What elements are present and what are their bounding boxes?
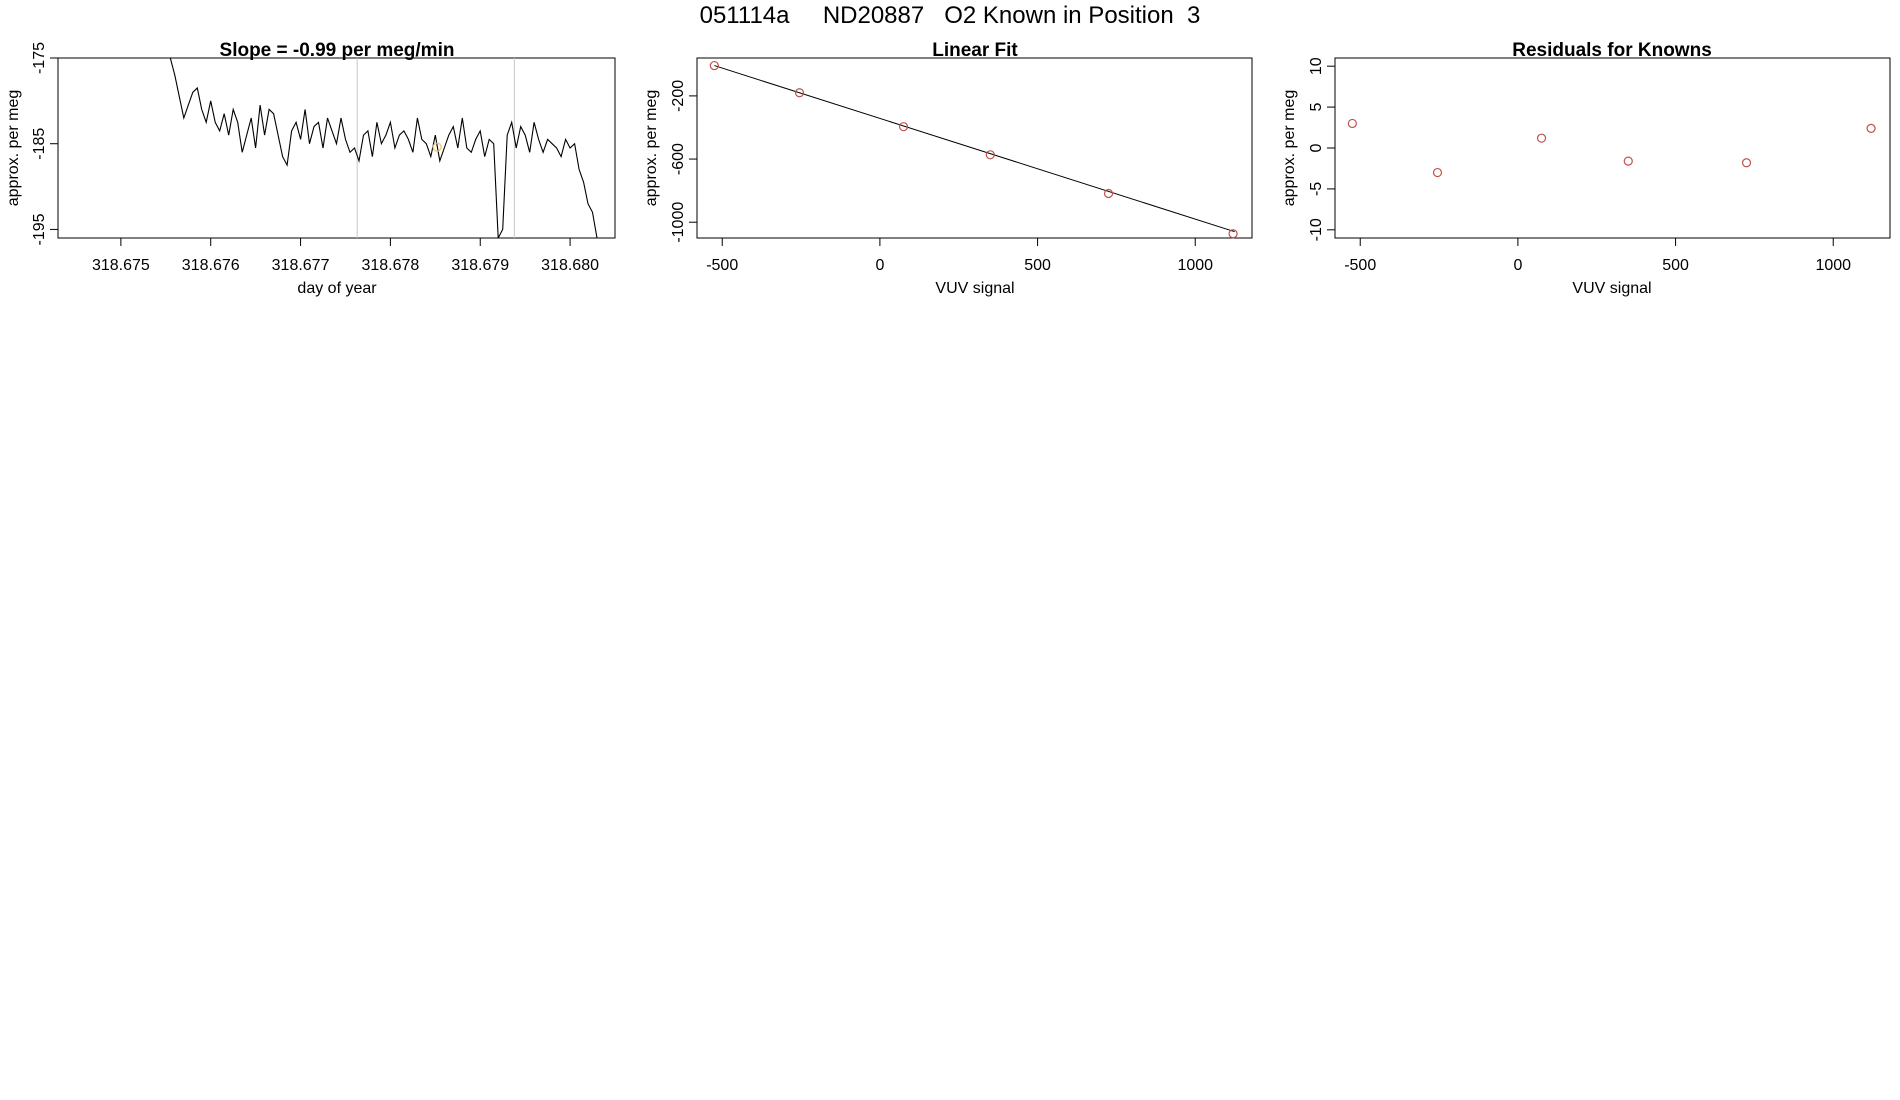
x-tick-label: 0 — [1513, 257, 1522, 274]
x-tick-label: 318.677 — [272, 257, 330, 274]
data-point — [709, 60, 719, 71]
x-tick-label: -500 — [1344, 257, 1376, 274]
data-point — [794, 88, 805, 98]
fit-line — [714, 65, 1235, 233]
residual-point — [1347, 118, 1357, 129]
series-line — [169, 58, 598, 238]
y-tick-label: 0 — [1308, 143, 1325, 152]
panel-title: Residuals for Knowns — [1512, 40, 1712, 61]
x-axis-label: VUV signal — [1572, 280, 1651, 297]
x-axis-label: VUV signal — [935, 280, 1014, 297]
plot-frame — [57, 57, 616, 239]
page-title: 051114a ND20887 O2 Known in Position 3 — [699, 2, 1201, 29]
panel-slope: Slope = -0.99 per meg/min day of year ap… — [5, 40, 616, 297]
x-tick-label: 318.678 — [361, 257, 419, 274]
y-tick-label: -5 — [1308, 182, 1325, 196]
residual-point — [1432, 167, 1443, 178]
x-tick-label: 318.680 — [541, 257, 599, 274]
residual-point — [1623, 156, 1633, 166]
x-tick-label: 318.676 — [182, 257, 240, 274]
panel-title: Slope = -0.99 per meg/min — [220, 40, 455, 61]
x-tick-label: 1000 — [1815, 257, 1851, 274]
highlight-point — [432, 142, 442, 152]
panel-title: Linear Fit — [932, 40, 1018, 61]
residual-point — [1741, 158, 1752, 168]
y-tick-label: -195 — [31, 213, 48, 245]
y-tick-label: -175 — [31, 42, 48, 74]
data-point — [1228, 229, 1238, 239]
y-tick-label: 10 — [1308, 57, 1325, 75]
y-tick-label: -185 — [31, 128, 48, 160]
y-axis-label: approx. per meg — [1281, 90, 1298, 207]
y-axis-label: approx. per meg — [643, 90, 660, 207]
panel-linear-fit: Linear Fit VUV signal approx. per meg -5… — [643, 40, 1253, 297]
data-point — [898, 122, 909, 132]
x-axis-label: day of year — [297, 280, 377, 297]
x-tick-label: 318.679 — [451, 257, 509, 274]
plot-frame — [1334, 57, 1891, 239]
residual-point — [1536, 133, 1547, 143]
y-tick-label: -10 — [1308, 218, 1325, 241]
residual-point — [1866, 123, 1876, 133]
x-tick-label: 0 — [875, 257, 884, 274]
x-tick-label: 318.675 — [92, 257, 150, 274]
y-tick-label: -1000 — [670, 202, 687, 243]
y-tick-label: -200 — [670, 80, 687, 112]
x-tick-label: 500 — [1662, 257, 1689, 274]
x-tick-label: 1000 — [1177, 257, 1213, 274]
x-tick-label: 500 — [1024, 257, 1051, 274]
x-tick-label: -500 — [706, 257, 738, 274]
y-tick-label: 5 — [1308, 103, 1325, 112]
data-point — [985, 150, 995, 160]
y-tick-label: -600 — [670, 143, 687, 175]
panel-residuals: Residuals for Knowns VUV signal approx. … — [1281, 40, 1891, 297]
data-point — [1103, 188, 1114, 199]
y-axis-label: approx. per meg — [5, 90, 22, 207]
